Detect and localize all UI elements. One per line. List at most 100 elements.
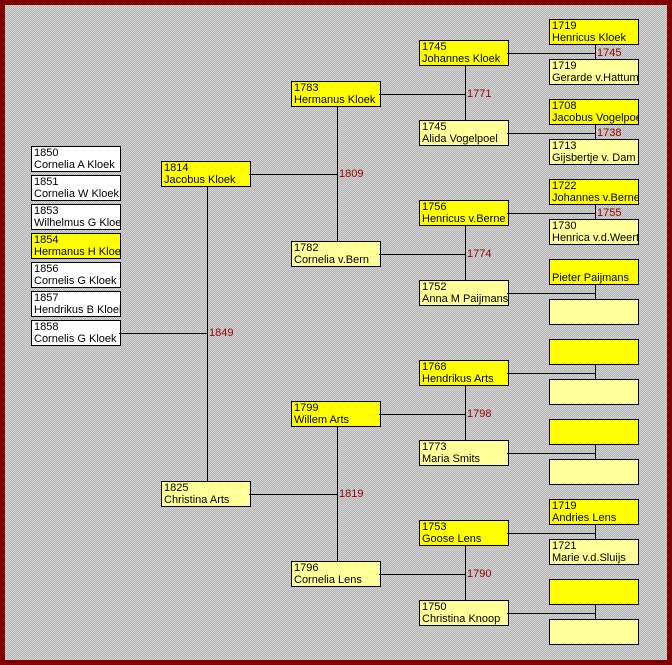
father-box[interactable]: 1799 Willem Arts: [291, 401, 381, 427]
person-name: Maria Smits: [422, 453, 481, 465]
person-name: [552, 432, 638, 444]
person-year: 1856: [34, 263, 59, 275]
father-box[interactable]: 1722 Johannes v.Berne: [549, 179, 639, 205]
person-year: 1719: [552, 20, 577, 32]
marriage-year: 1745: [597, 47, 622, 59]
person-year: [552, 420, 638, 432]
connector-line: [119, 333, 208, 334]
child-box[interactable]: 1853 Wilhelmus G Kloek: [31, 204, 121, 230]
mother-box[interactable]: [549, 619, 639, 645]
child-box[interactable]: 1856 Cornelis G Kloek: [31, 262, 121, 288]
person-name: Hermanus Kloek: [294, 94, 376, 106]
father-box[interactable]: [549, 419, 639, 445]
person-name: [552, 632, 638, 644]
father-box[interactable]: 1753 Goose Lens: [419, 520, 509, 546]
father-box[interactable]: 1814 Jacobus Kloek: [161, 161, 251, 187]
person-name: Jacobus Kloek: [164, 174, 236, 186]
marriage-year: 1755: [597, 207, 622, 219]
connector-line: [595, 365, 596, 379]
mother-box[interactable]: 1752 Anna M Paijmans: [419, 280, 509, 306]
person-name: [552, 312, 638, 324]
person-year: 1857: [34, 292, 59, 304]
child-box[interactable]: 1857 Hendrikus B Kloek: [31, 291, 121, 317]
father-box[interactable]: [549, 579, 639, 605]
person-year: 1719: [552, 60, 577, 72]
person-name: Gijsbertje v. Dam: [552, 152, 636, 164]
mother-box[interactable]: 1750 Christina Knoop: [419, 600, 509, 626]
father-box[interactable]: 1708 Jacobus Vogelpoel: [549, 99, 639, 125]
mother-box[interactable]: [549, 459, 639, 485]
person-name: Alida Vogelpoel: [422, 133, 498, 145]
person-year: 1752: [422, 281, 447, 293]
mother-box[interactable]: 1825 Christina Arts: [161, 481, 251, 507]
person-name: Anna M Paijmans: [422, 293, 509, 305]
person-name: Cornelis G Kloek: [34, 275, 117, 287]
person-year: 1753: [422, 521, 447, 533]
connector-line: [507, 533, 596, 534]
person-year: 1719: [552, 500, 577, 512]
connector-line: [595, 525, 596, 539]
connector-line: [507, 373, 596, 374]
child-box[interactable]: 1850 Cornelia A Kloek: [31, 146, 121, 172]
person-name: Henrica v.d.Weert: [552, 232, 639, 244]
person-name: Goose Lens: [422, 533, 482, 545]
mother-box[interactable]: [549, 379, 639, 405]
person-year: [552, 340, 638, 352]
person-year: 1854: [34, 234, 59, 246]
mother-box[interactable]: 1713 Gijsbertje v. Dam: [549, 139, 639, 165]
person-year: 1773: [422, 441, 447, 453]
person-year: 1730: [552, 220, 577, 232]
person-year: [552, 380, 638, 392]
person-year: [552, 620, 638, 632]
connector-line: [379, 94, 466, 95]
person-year: 1851: [34, 176, 59, 188]
mother-box[interactable]: 1745 Alida Vogelpoel: [419, 120, 509, 146]
person-year: 1796: [294, 562, 319, 574]
mother-box[interactable]: 1782 Cornelia v.Bern: [291, 241, 381, 267]
father-box[interactable]: 1745 Johannes Kloek: [419, 40, 509, 66]
father-box[interactable]: 1756 Henricus v.Berne: [419, 200, 509, 226]
person-year: 1768: [422, 361, 447, 373]
person-year: 1850: [34, 147, 59, 159]
father-box[interactable]: 1783 Hermanus Kloek: [291, 81, 381, 107]
father-box[interactable]: 1719 Andries Lens: [549, 499, 639, 525]
person-year: [552, 460, 638, 472]
mother-box[interactable]: 1796 Cornelia Lens: [291, 561, 381, 587]
person-name: Willem Arts: [294, 414, 349, 426]
child-box[interactable]: 1854 Hermanus H Kloek: [31, 233, 121, 259]
connector-line: [249, 494, 338, 495]
person-year: 1745: [422, 121, 447, 133]
mother-box[interactable]: 1721 Marie v.d.Sluijs: [549, 539, 639, 565]
father-box[interactable]: Pieter Paijmans: [549, 259, 639, 285]
person-year: 1721: [552, 540, 577, 552]
child-box[interactable]: 1851 Cornelia W Kloek: [31, 175, 121, 201]
person-name: Cornelia A Kloek: [34, 159, 115, 171]
person-name: Christina Arts: [164, 494, 230, 506]
person-name: Gerarde v.Hattum: [552, 72, 639, 84]
person-year: [552, 580, 638, 592]
connector-line: [507, 293, 596, 294]
person-name: [552, 352, 638, 364]
mother-box[interactable]: 1773 Maria Smits: [419, 440, 509, 466]
person-name: [552, 472, 638, 484]
father-box[interactable]: 1768 Hendrikus Arts: [419, 360, 509, 386]
marriage-year: 1798: [467, 408, 492, 420]
connector-line: [595, 205, 596, 219]
mother-box[interactable]: 1730 Henrica v.d.Weert: [549, 219, 639, 245]
father-box[interactable]: [549, 339, 639, 365]
person-name: Cornelia W Kloek: [34, 188, 119, 200]
child-box[interactable]: 1858 Cornelis G Kloek: [31, 320, 121, 346]
person-name: Pieter Paijmans: [552, 272, 630, 284]
person-name: Johannes Kloek: [422, 53, 501, 65]
mother-box[interactable]: 1719 Gerarde v.Hattum: [549, 59, 639, 85]
connector-line: [507, 453, 596, 454]
person-year: 1853: [34, 205, 59, 217]
person-name: Jacobus Vogelpoel: [552, 112, 639, 124]
connector-line: [465, 66, 466, 120]
connector-line: [207, 187, 208, 481]
mother-box[interactable]: [549, 299, 639, 325]
father-box[interactable]: 1719 Henricus Kloek: [549, 19, 639, 45]
marriage-year: 1819: [339, 488, 364, 500]
connector-line: [507, 613, 596, 614]
